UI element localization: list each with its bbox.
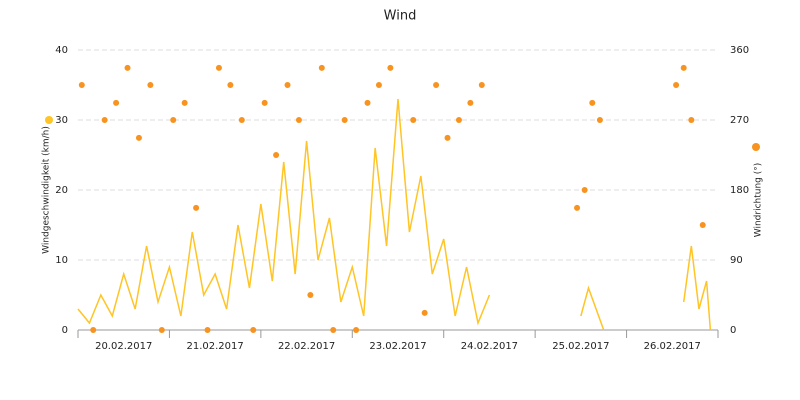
x-tick-label: 25.02.2017 bbox=[552, 341, 609, 352]
wind-direction-point bbox=[375, 82, 382, 88]
wind-direction-point bbox=[688, 117, 695, 123]
wind-direction-point bbox=[478, 82, 485, 88]
wind-direction-point bbox=[101, 117, 108, 123]
x-tick-label: 23.02.2017 bbox=[369, 341, 426, 352]
wind-direction-point bbox=[113, 99, 120, 106]
y-tick-label: 0 bbox=[62, 325, 68, 336]
wind-direction-point bbox=[387, 64, 394, 71]
wind-direction-point bbox=[699, 222, 706, 228]
wind-direction-point bbox=[170, 117, 177, 123]
chart-title: Wind bbox=[384, 9, 417, 24]
wind-direction-point bbox=[78, 82, 85, 88]
wind-direction-point bbox=[581, 187, 588, 193]
y-tick-label: 20 bbox=[55, 185, 68, 196]
wind-direction-point bbox=[341, 117, 348, 123]
wind-direction-point bbox=[364, 99, 371, 106]
wind-speed-line bbox=[580, 285, 605, 331]
wind-direction-point bbox=[193, 204, 200, 211]
wind-direction-point bbox=[238, 117, 245, 123]
y-tick-label: 30 bbox=[55, 115, 68, 126]
wind-direction-point bbox=[421, 309, 428, 316]
wind-direction-point bbox=[680, 64, 687, 71]
wind-direction-point bbox=[90, 327, 97, 333]
wind-direction-point bbox=[158, 327, 165, 333]
wind-direction-point bbox=[433, 82, 440, 88]
y-tick-label: 40 bbox=[55, 45, 68, 56]
wind-speed-line bbox=[682, 245, 712, 331]
y2-tick-label: 180 bbox=[730, 185, 749, 196]
wind-direction-point bbox=[204, 327, 211, 333]
y2-tick-label: 270 bbox=[730, 115, 749, 126]
wind-speed-line bbox=[77, 98, 491, 326]
wind-direction-point bbox=[273, 152, 280, 158]
legend-dot bbox=[45, 116, 53, 124]
wind-direction-point bbox=[330, 327, 337, 333]
x-tick-label: 26.02.2017 bbox=[644, 341, 701, 352]
wind-direction-point bbox=[227, 82, 234, 88]
legend-dot bbox=[752, 143, 760, 151]
wind-direction-point bbox=[596, 117, 603, 123]
wind-direction-point bbox=[135, 134, 142, 141]
wind-direction-point bbox=[410, 117, 417, 123]
y2-tick-label: 90 bbox=[730, 255, 743, 266]
wind-direction-point bbox=[574, 204, 581, 211]
wind-direction-point bbox=[673, 82, 680, 88]
wind-direction-point bbox=[147, 82, 154, 88]
wind-direction-point bbox=[250, 327, 257, 333]
x-tick-label: 22.02.2017 bbox=[278, 341, 335, 352]
x-tick-label: 21.02.2017 bbox=[187, 341, 244, 352]
y2-tick-label: 360 bbox=[730, 45, 749, 56]
wind-direction-point bbox=[318, 64, 325, 71]
wind-direction-point bbox=[124, 64, 131, 71]
y-axis-title: Windgeschwindigkeit (km/h) bbox=[42, 126, 52, 254]
wind-direction-point bbox=[353, 327, 360, 333]
wind-direction-point bbox=[284, 82, 291, 88]
x-tick-label: 24.02.2017 bbox=[461, 341, 518, 352]
wind-direction-point bbox=[295, 117, 302, 123]
y-tick-label: 10 bbox=[55, 255, 68, 266]
wind-direction-point bbox=[307, 292, 314, 298]
wind-direction-point bbox=[261, 99, 268, 106]
wind-direction-point bbox=[444, 134, 451, 141]
wind-direction-point bbox=[181, 99, 188, 106]
y2-tick-label: 0 bbox=[730, 325, 736, 336]
wind-direction-point bbox=[467, 99, 474, 106]
x-tick-label: 20.02.2017 bbox=[95, 341, 152, 352]
wind-direction-point bbox=[589, 99, 596, 106]
wind-direction-point bbox=[455, 117, 462, 123]
wind-direction-point bbox=[215, 64, 222, 71]
y2-axis-title: Windrichtung (°) bbox=[754, 163, 764, 238]
